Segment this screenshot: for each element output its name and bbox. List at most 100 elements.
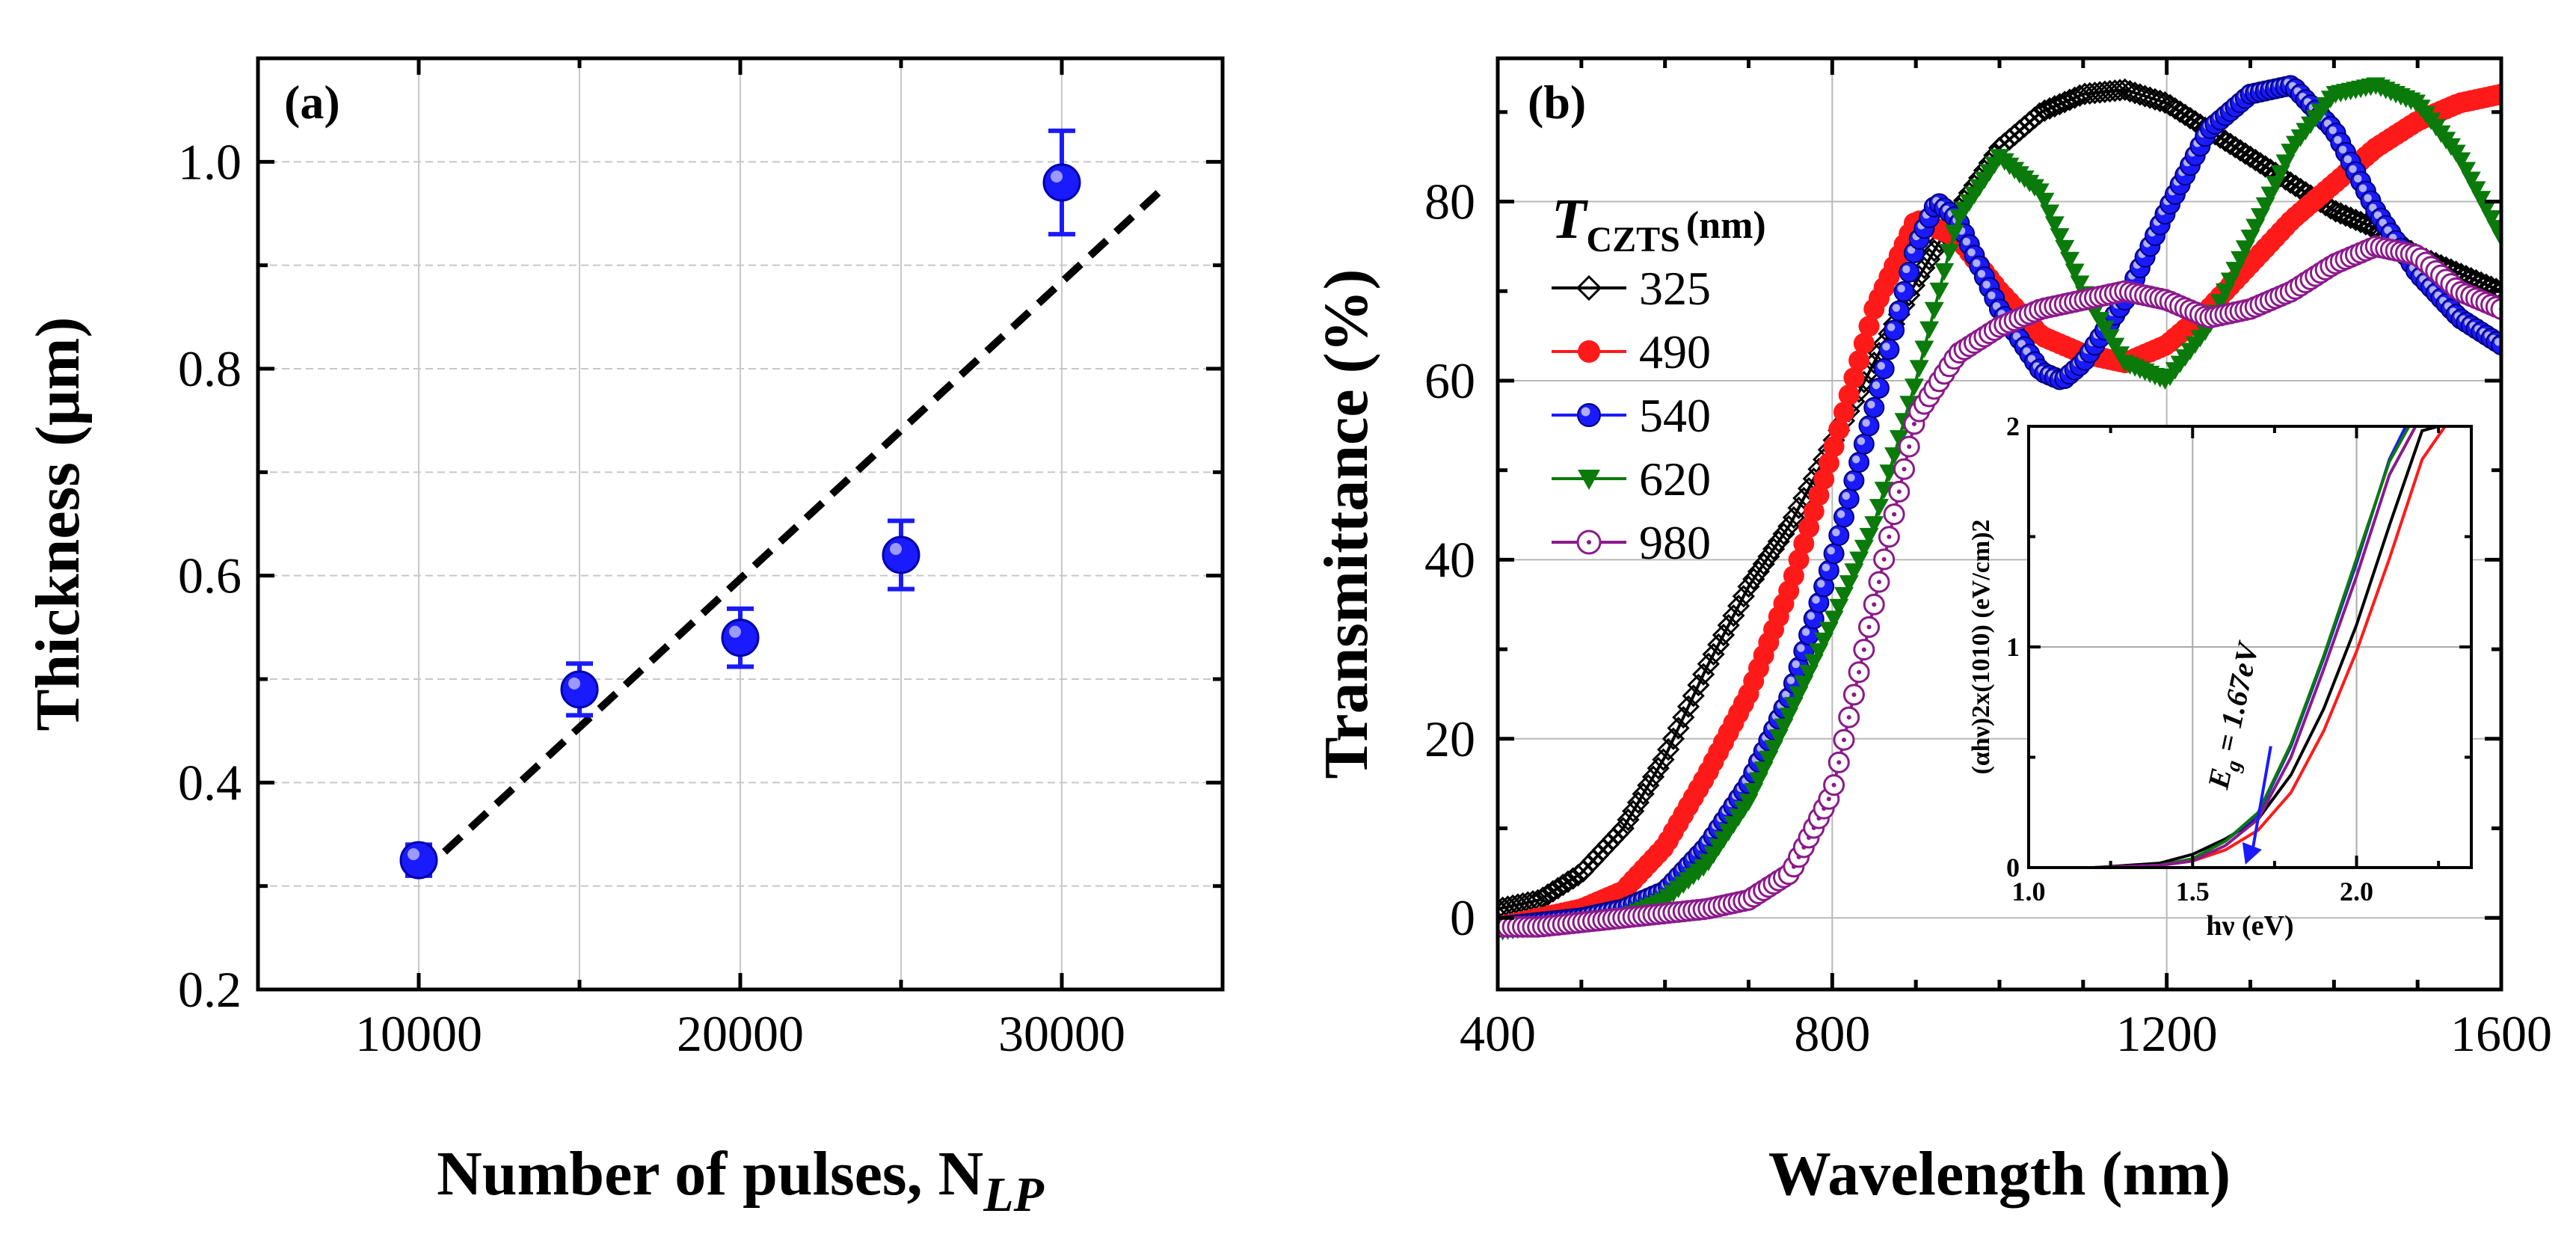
data-point bbox=[399, 841, 438, 880]
series-marker-highlight bbox=[2354, 174, 2362, 183]
legend-marker bbox=[1577, 403, 1601, 427]
series-marker bbox=[1868, 378, 1890, 399]
series-marker bbox=[1919, 321, 1940, 340]
inset-x-tick-label: 1.5 bbox=[2176, 877, 2210, 906]
series-marker-dot bbox=[1861, 647, 1866, 652]
y-axis-label: Transmittance (%) bbox=[1312, 269, 1381, 779]
series-marker bbox=[1732, 585, 1755, 608]
series-marker bbox=[1823, 543, 1845, 565]
point-highlight bbox=[890, 543, 902, 555]
series-marker bbox=[1922, 239, 1946, 263]
data-point bbox=[882, 518, 920, 592]
series-marker-highlight bbox=[1852, 455, 1860, 464]
series-marker bbox=[2033, 99, 2056, 123]
legend-label: 540 bbox=[1639, 389, 1711, 442]
series-marker-highlight bbox=[1827, 547, 1835, 555]
series-marker bbox=[1878, 339, 1900, 360]
series-marker-dot bbox=[1841, 737, 1846, 743]
series-marker-highlight bbox=[1836, 510, 1845, 518]
series-marker-highlight bbox=[1882, 343, 1890, 351]
series-marker-highlight bbox=[1842, 491, 1850, 500]
legend-label: 980 bbox=[1639, 516, 1711, 569]
series-marker bbox=[1869, 499, 1889, 517]
series-marker-highlight bbox=[1907, 245, 1916, 254]
series-marker-dot bbox=[1876, 580, 1881, 585]
y-tick-label: 0.6 bbox=[178, 547, 242, 604]
series-marker bbox=[2239, 145, 2262, 168]
series-marker bbox=[1828, 524, 1850, 546]
series-marker bbox=[1606, 822, 1630, 845]
series-marker bbox=[2163, 96, 2186, 120]
series-marker bbox=[1552, 874, 1575, 897]
legend-label: 620 bbox=[1639, 452, 1711, 506]
series-marker bbox=[2043, 95, 2066, 118]
series-marker-highlight bbox=[1822, 563, 1830, 572]
series-marker bbox=[2178, 106, 2202, 130]
series-marker-dot bbox=[1902, 467, 1907, 472]
x-axis-label: Wavelength (nm) bbox=[1768, 1139, 2231, 1209]
series-marker-dot bbox=[1911, 421, 1916, 426]
series-marker bbox=[1793, 533, 1815, 554]
legend-marker bbox=[1578, 340, 1600, 363]
series-marker bbox=[1622, 800, 1645, 823]
legend: TCZTS (nm)325 490 540 620 980 bbox=[1552, 188, 1766, 569]
fit-line bbox=[416, 190, 1161, 879]
series-marker bbox=[2476, 200, 2496, 218]
series-marker-highlight bbox=[1967, 248, 1976, 257]
x-axis-label: Number of pulses, NLP bbox=[437, 1139, 1045, 1222]
series-marker bbox=[1747, 560, 1771, 583]
series-marker-highlight bbox=[2338, 145, 2347, 154]
series-marker bbox=[1838, 384, 1860, 406]
series-marker bbox=[1767, 530, 1790, 553]
series-marker-dot bbox=[1907, 444, 1912, 449]
series-marker bbox=[1647, 756, 1670, 780]
series-marker bbox=[1617, 808, 1640, 832]
series-marker-dot bbox=[1831, 782, 1836, 788]
series-marker bbox=[1884, 319, 1905, 341]
series-marker bbox=[2174, 103, 2197, 126]
series-marker bbox=[1722, 604, 1745, 628]
series-marker bbox=[1813, 468, 1835, 490]
series-marker-highlight bbox=[1977, 269, 1986, 278]
series-marker bbox=[1737, 575, 1760, 598]
legend-title-subscript: CZTS bbox=[1586, 220, 1679, 260]
series-marker bbox=[1757, 544, 1780, 568]
series-marker bbox=[2461, 171, 2481, 189]
series-marker bbox=[2224, 135, 2247, 159]
series-marker bbox=[1803, 500, 1825, 522]
legend-title-unit: (nm) bbox=[1686, 204, 1766, 247]
panel-b-inset-tauc-plot: 1.0 1.5 2.0 0 1 2 hν (eV) (αhν)2x(1010) (eV/cm)… bbox=[1967, 411, 2473, 942]
series-marker bbox=[1787, 496, 1810, 520]
series-marker-highlight bbox=[1807, 612, 1816, 620]
series-marker-dot bbox=[1857, 669, 1862, 675]
series-marker bbox=[1904, 378, 1924, 396]
point-marker bbox=[560, 670, 599, 709]
y-tick-label: 1.0 bbox=[178, 133, 242, 190]
series-marker-highlight bbox=[2334, 135, 2342, 144]
legend-item-540: 540 bbox=[1552, 389, 1711, 442]
series-marker-dot bbox=[1851, 692, 1857, 697]
series-marker-highlight bbox=[1867, 400, 1875, 409]
series-marker bbox=[2038, 96, 2062, 120]
point-highlight bbox=[408, 848, 419, 861]
series-marker bbox=[1873, 358, 1895, 380]
series-marker bbox=[1929, 282, 1949, 301]
series-marker bbox=[2248, 152, 2272, 175]
series-marker bbox=[1858, 415, 1880, 437]
series-marker bbox=[1899, 396, 1919, 414]
series-marker bbox=[2028, 102, 2051, 125]
series-marker bbox=[2228, 138, 2252, 162]
eg-annotation-subscript: g bbox=[2221, 758, 2245, 774]
x-tick-label: 800 bbox=[1794, 1005, 1870, 1062]
series-marker-highlight bbox=[1847, 473, 1855, 482]
series-marker-highlight bbox=[1832, 528, 1840, 537]
x-tick-label: 10000 bbox=[355, 1005, 482, 1062]
series-marker-dot bbox=[1866, 625, 1872, 630]
inset-y-axis-label: (αhν)2x(1010) (eV/cm)2 bbox=[1967, 519, 1995, 774]
series-marker-highlight bbox=[1857, 437, 1866, 446]
series-marker bbox=[2108, 79, 2132, 102]
legend-marker-dot bbox=[1587, 540, 1591, 544]
series-marker-dot bbox=[1826, 797, 1831, 802]
series-marker bbox=[1884, 447, 1905, 465]
